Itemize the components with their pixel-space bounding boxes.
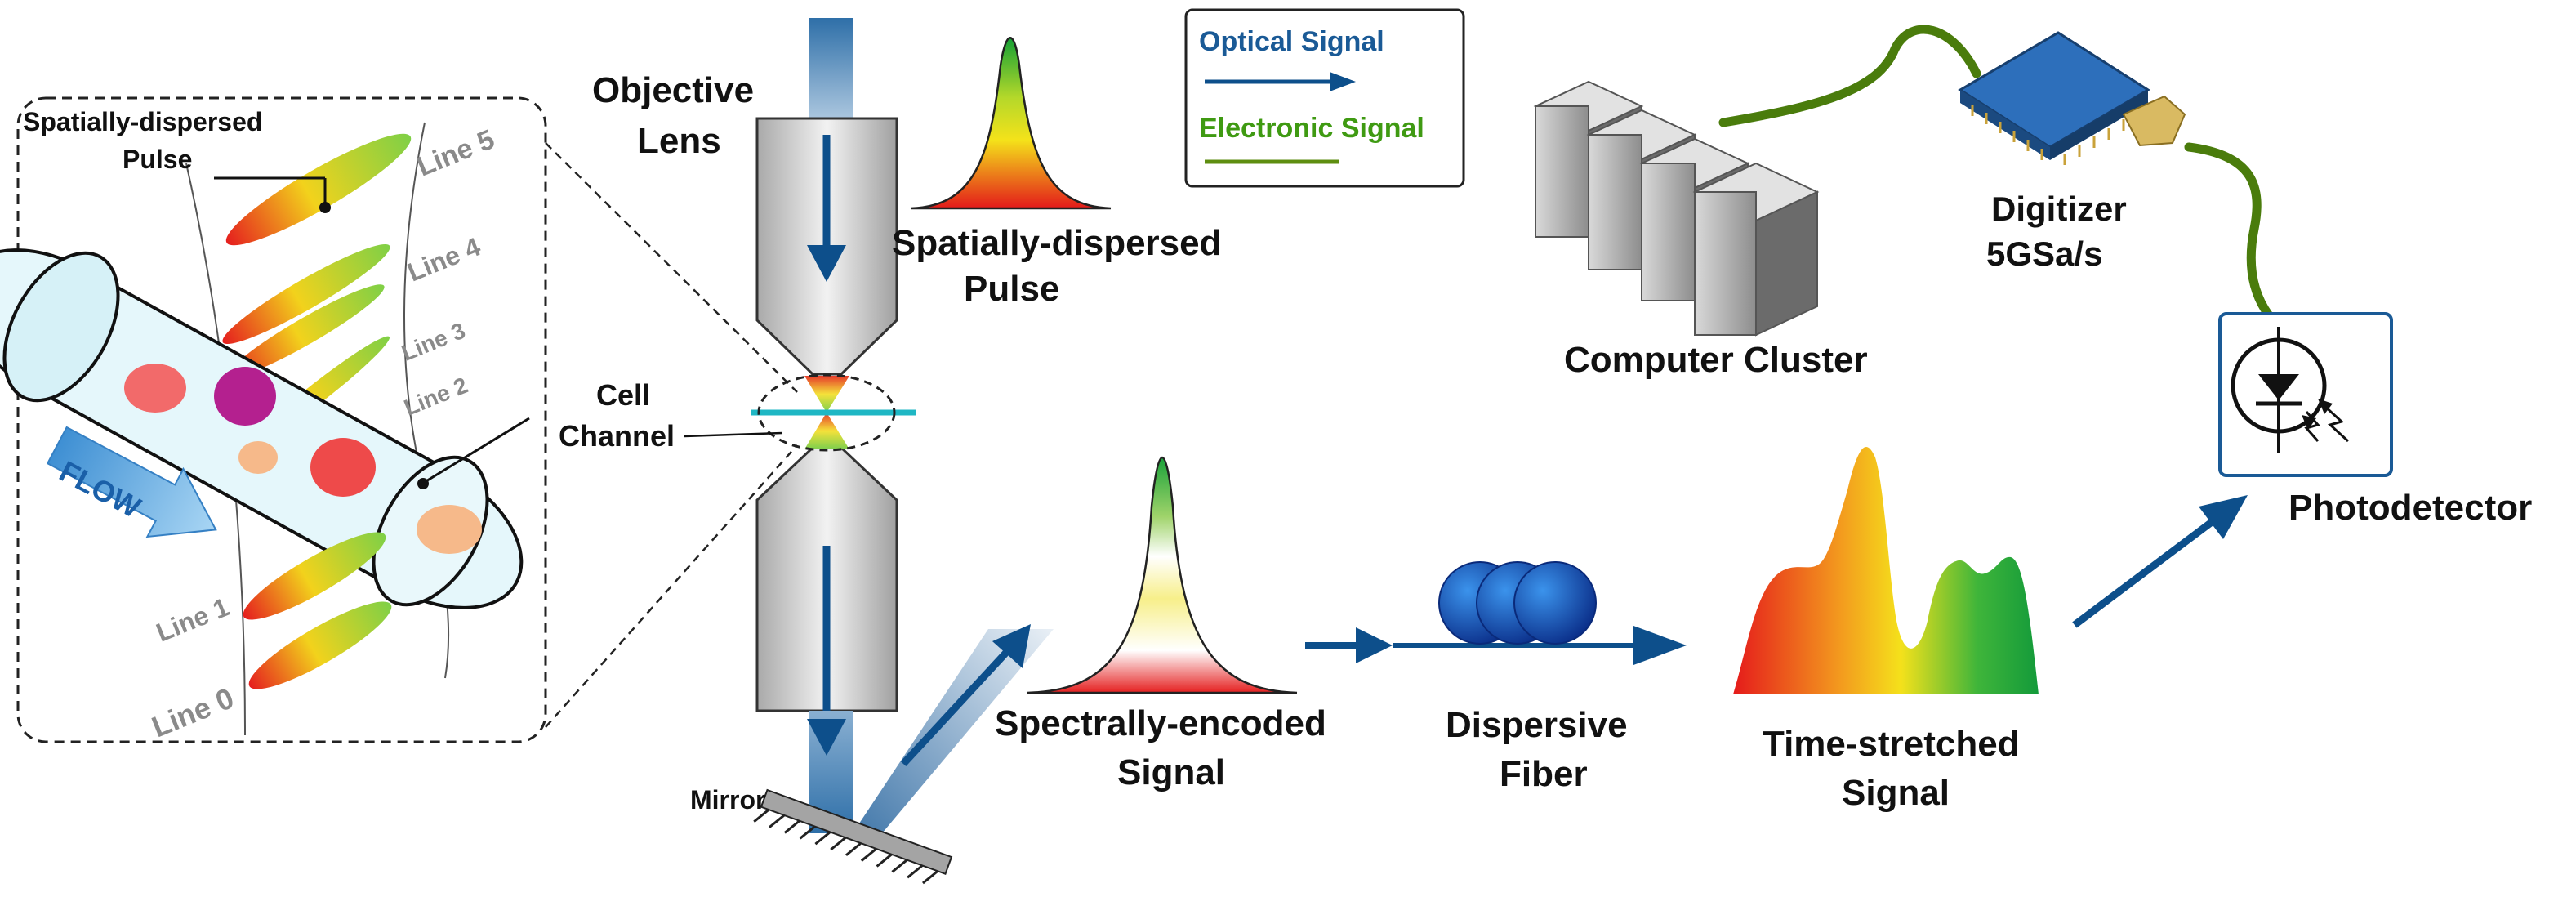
legend-optical-label: Optical Signal bbox=[1199, 26, 1384, 57]
flow-channel-tube bbox=[0, 248, 524, 609]
pulse-leader-dot bbox=[319, 202, 331, 213]
cell-channel-leader bbox=[684, 431, 783, 438]
digitizer: Digitizer 5GSa/s bbox=[1958, 31, 2186, 273]
line-2-label: Line 2 bbox=[400, 373, 471, 421]
inset-panel: Spatially-dispersed Pulse FLOW Line 5 Li… bbox=[0, 96, 798, 743]
dispersive-fiber-label-1: Dispersive bbox=[1446, 705, 1628, 745]
spatial-pulse-shape bbox=[910, 37, 1112, 210]
zoom-line-top bbox=[545, 142, 798, 393]
cell-red-1 bbox=[124, 364, 186, 413]
line-1-ellipse bbox=[243, 532, 386, 620]
line-3-ellipse bbox=[228, 284, 385, 377]
spectral-signal: Spectrally-encoded Signal bbox=[995, 456, 1326, 792]
cell-channel-label-1: Cell bbox=[596, 378, 650, 412]
spatial-pulse-label-1: Spatially-dispersed bbox=[892, 223, 1221, 263]
focus-cone-top bbox=[804, 376, 849, 413]
focus-dashed-ellipse bbox=[757, 373, 896, 452]
mirror-label: Mirror bbox=[690, 785, 765, 814]
photodetector: Photodetector bbox=[2218, 312, 2532, 528]
fiber-spool-3 bbox=[1513, 561, 1597, 645]
zoom-line-bottom bbox=[545, 444, 798, 728]
dispersive-fiber-label-2: Fiber bbox=[1500, 754, 1588, 794]
dispersive-fiber: Dispersive Fiber bbox=[1305, 561, 1687, 794]
line-4-ellipse bbox=[222, 243, 390, 345]
arrow-to-photodetector bbox=[2072, 511, 2224, 628]
objective-lens-label-2: Lens bbox=[637, 121, 721, 161]
line-0-ellipse bbox=[248, 601, 392, 689]
legend-electronic-label: Electronic Signal bbox=[1199, 113, 1424, 144]
inset-pulse-label-2: Pulse bbox=[123, 145, 192, 174]
line-3-label: Line 3 bbox=[398, 318, 469, 366]
line-4-label: Line 4 bbox=[403, 231, 484, 287]
digitizer-label-2: 5GSa/s bbox=[1986, 234, 2102, 273]
incoming-beam bbox=[809, 18, 853, 132]
line-0-label: Line 0 bbox=[147, 681, 238, 743]
legend: Optical Signal Electronic Signal bbox=[1184, 8, 1465, 188]
spectral-signal-label-1: Spectrally-encoded bbox=[995, 703, 1326, 743]
reflected-beam bbox=[853, 629, 1054, 833]
spatial-pulse-label-2: Pulse bbox=[964, 269, 1059, 309]
time-stretched-signal: Time-stretched Signal bbox=[1733, 447, 2039, 813]
mirror-surface bbox=[760, 788, 953, 876]
time-stretched-label-1: Time-stretched bbox=[1763, 724, 2020, 764]
light-arrow-icon-2 bbox=[2322, 404, 2350, 443]
computer-cluster-label: Computer Cluster bbox=[1564, 340, 1868, 380]
objective-lens-label-1: Objective bbox=[592, 70, 754, 110]
cell-red-2 bbox=[310, 438, 376, 497]
cell-peach-large bbox=[417, 505, 482, 554]
cable-computer-digitizer bbox=[1718, 25, 1981, 127]
spectral-signal-label-2: Signal bbox=[1117, 752, 1225, 792]
digitizer-connector bbox=[2122, 95, 2186, 147]
line-1-label: Line 1 bbox=[152, 592, 233, 648]
spectral-signal-shape bbox=[1027, 456, 1298, 694]
time-stretched-label-2: Signal bbox=[1842, 773, 1950, 813]
computer-cluster: Computer Cluster bbox=[1533, 80, 1868, 380]
focus-cone-bottom bbox=[804, 413, 849, 449]
cable-digitizer-detector bbox=[2184, 142, 2284, 332]
arrow-fiber-to-stretched bbox=[1633, 626, 1687, 665]
photodetector-label: Photodetector bbox=[2289, 488, 2532, 528]
digitizer-label-1: Digitizer bbox=[1991, 190, 2127, 228]
cell-purple bbox=[214, 367, 276, 426]
time-stretched-signal-shape bbox=[1733, 447, 2039, 694]
cell-peach-small bbox=[238, 441, 278, 474]
spatial-pulse-graphic: Spatially-dispersed Pulse bbox=[892, 37, 1221, 309]
tube-back-end bbox=[2, 251, 120, 403]
server-4 bbox=[1692, 162, 1820, 337]
channel-leader-line bbox=[424, 417, 530, 484]
line-5-label: Line 5 bbox=[412, 124, 498, 183]
objective-lens-assembly: Objective Lens Cell Channel bbox=[559, 18, 916, 833]
digitizer-board bbox=[1958, 31, 2150, 149]
inset-dashed-frame bbox=[16, 96, 547, 743]
inset-pulse-label-1: Spatially-dispersed bbox=[23, 107, 262, 136]
mirror-arrow-up bbox=[900, 642, 1016, 767]
cell-channel-label-2: Channel bbox=[559, 419, 675, 453]
flow-arrow bbox=[46, 426, 217, 538]
legend-box bbox=[1184, 8, 1465, 188]
mirror: Mirror bbox=[690, 624, 1054, 885]
line-5-ellipse bbox=[225, 133, 412, 246]
